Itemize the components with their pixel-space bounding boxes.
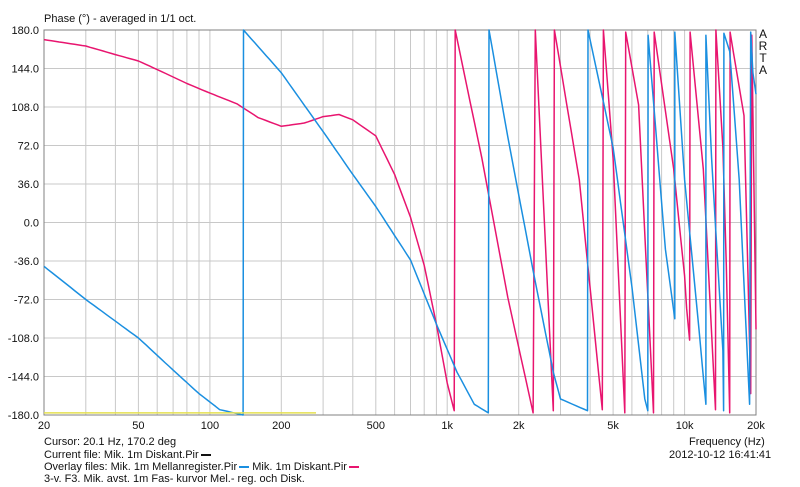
overlay-file-1-label: Overlay files: Mik. 1m Mellanregister.Pi… [44, 461, 238, 473]
overlay-files-line: Overlay files: Mik. 1m Mellanregister.Pi… [44, 461, 359, 473]
x-tick-label: 1k [441, 420, 453, 432]
x-tick-label: 5k [607, 420, 619, 432]
y-tick-label: -144.0 [8, 372, 39, 384]
y-tick-label: 108.0 [11, 102, 39, 114]
x-axis-label: Frequency (Hz) [689, 436, 765, 448]
y-tick-label: 36.0 [18, 179, 39, 191]
chart-title: Phase (°) - averaged in 1/1 oct. [44, 13, 197, 25]
y-tick-label: 144.0 [11, 64, 39, 76]
series-line-1 [43, 29, 757, 416]
plot-frame [43, 29, 757, 416]
x-tick-label: 10k [676, 420, 694, 432]
y-tick-label: -72.0 [14, 295, 39, 307]
y-tick-label: -36.0 [14, 256, 39, 268]
overlay-file-2-label: Mik. 1m Diskant.Pir [252, 461, 347, 473]
description-line: 3-v. F3. Mik. avst. 1m Fas- kurvor Mel.-… [44, 473, 305, 485]
timestamp: 2012-10-12 16:41:41 [669, 449, 772, 461]
chart-grid [44, 30, 756, 415]
brand-letter: T [759, 51, 767, 65]
brand-letter: R [759, 39, 768, 53]
y-tick-label: 0.0 [24, 218, 39, 230]
y-tick-label: 180.0 [11, 25, 39, 37]
current-file-line: Current file: Mik. 1m Diskant.Pir [44, 449, 211, 461]
x-tick-label: 20 [38, 420, 50, 432]
series-line-0 [43, 29, 757, 414]
y-tick-label: 72.0 [18, 141, 39, 153]
x-tick-label: 20k [747, 420, 765, 432]
y-axis-tick-labels: 180.0 144.0 108.0 72.0 36.0 0.0 -36.0 -72.0 -108… [8, 25, 39, 422]
current-file-swatch [200, 454, 211, 457]
x-tick-label: 500 [367, 420, 385, 432]
overlay-file-2-swatch [348, 466, 359, 469]
x-tick-label: 100 [201, 420, 219, 432]
chart-curves [43, 29, 757, 416]
brand-letter: A [759, 27, 767, 41]
y-tick-label: -180.0 [8, 410, 39, 422]
current-file-label: Current file: Mik. 1m Diskant.Pir [44, 449, 199, 461]
x-tick-label: 2k [513, 420, 525, 432]
x-axis-tick-labels: 20 50 100 200 500 1k 2k 5k 10k 20k [38, 420, 765, 432]
y-tick-label: -108.0 [8, 333, 39, 345]
overlay-file-1-swatch [239, 466, 250, 469]
cursor-readout: Cursor: 20.1 Hz, 170.2 deg [44, 436, 177, 448]
x-tick-label: 200 [272, 420, 290, 432]
brand-letter: A [759, 63, 767, 77]
x-tick-label: 50 [132, 420, 144, 432]
